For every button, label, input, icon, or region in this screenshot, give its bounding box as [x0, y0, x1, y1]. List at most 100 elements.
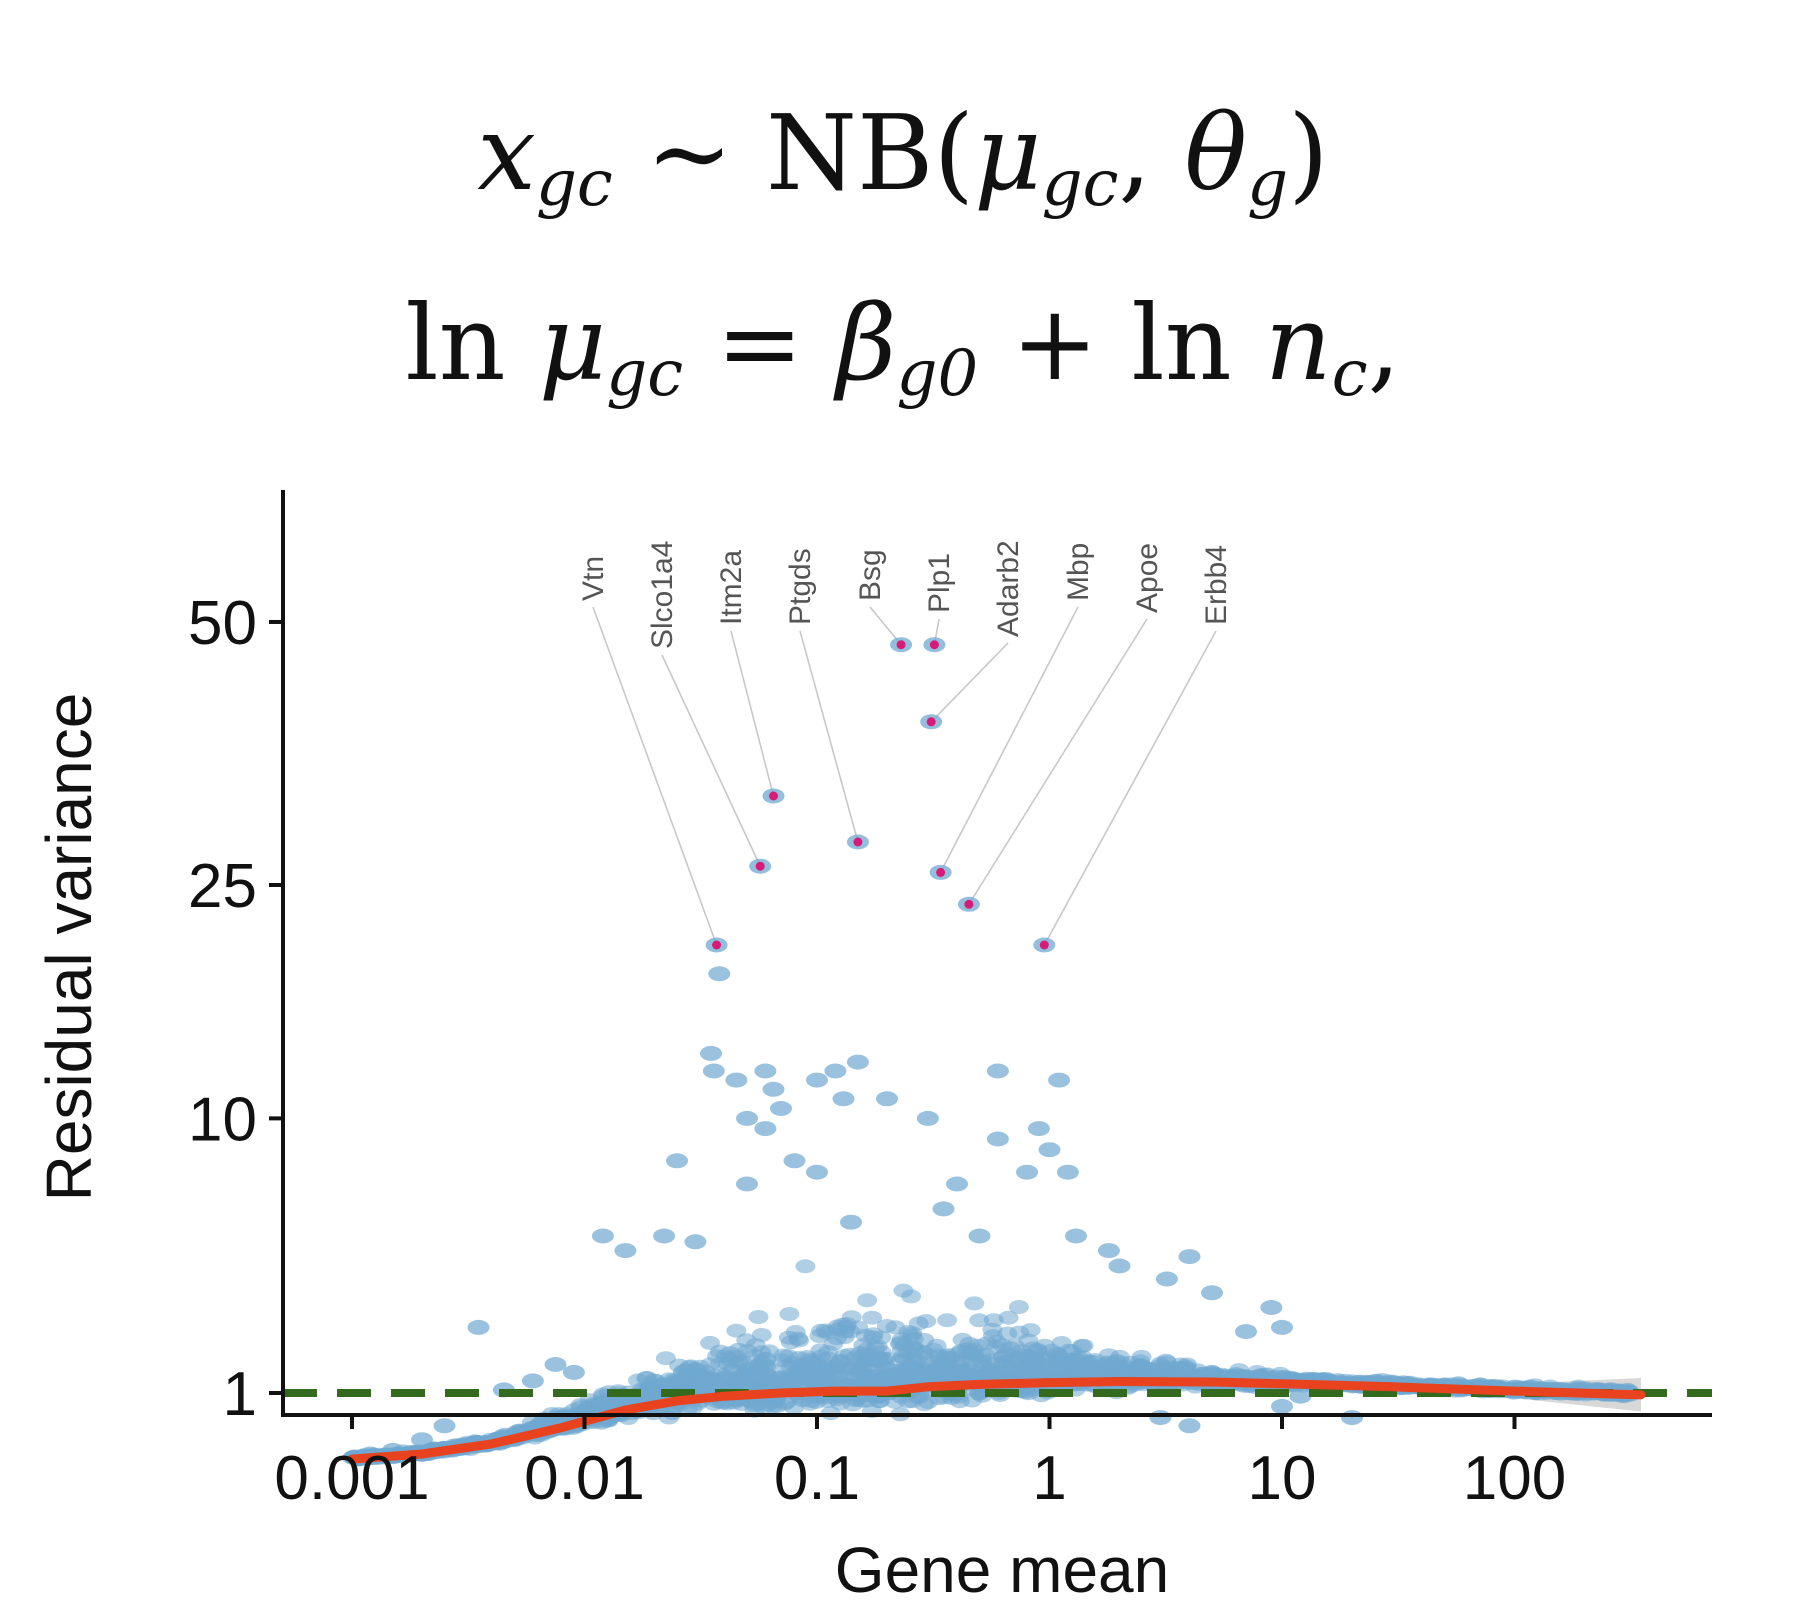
scatter-point [1045, 1349, 1066, 1364]
scatter-point-outlier [1260, 1300, 1283, 1315]
equation-operator: + ln [978, 282, 1265, 404]
x-tick-label: 100 [1463, 1444, 1566, 1513]
x-tick-label: 0.001 [274, 1444, 429, 1513]
scatter-point-outlier [916, 1110, 939, 1126]
y-axis-title: Residual variance [33, 693, 105, 1202]
scatter-point [862, 1310, 883, 1325]
scatter-point [890, 1353, 911, 1368]
scatter-point-outlier [684, 1234, 707, 1250]
scatter-point-outlier [986, 1063, 1009, 1079]
labeled-points-layer [705, 637, 1056, 953]
scatter-point [778, 1330, 799, 1345]
y-tick-label: 10 [188, 1085, 257, 1154]
scatter-point [975, 1347, 996, 1362]
x-tick-label: 10 [1248, 1444, 1317, 1513]
labeled-point [853, 837, 863, 847]
equation-subscript: gc [1041, 147, 1119, 221]
gene-label: Ptgds [784, 548, 817, 625]
scatter-point-outlier [762, 1081, 785, 1097]
scatter-point [1049, 1366, 1070, 1380]
scatter-point [857, 1293, 878, 1308]
scatter-point-outlier [946, 1176, 968, 1192]
labeled-point [755, 861, 765, 871]
scatter-point [637, 1370, 657, 1385]
scatter-point-outlier [725, 1072, 748, 1088]
scatter-point-outlier [591, 1228, 614, 1244]
scatter-point-outlier [521, 1373, 544, 1389]
equation-separator: , [1118, 92, 1185, 214]
scatter-point-outlier [986, 1131, 1009, 1147]
scatter-point-outlier [876, 1091, 898, 1107]
equation-operator: = [683, 282, 837, 404]
scatter-point [890, 1335, 911, 1350]
equation-symbol: x [477, 92, 536, 214]
scatter-point-outlier [846, 1054, 869, 1070]
scatter-point-outlier [684, 1362, 707, 1378]
leader-lines-layer [592, 606, 1217, 946]
scatter-point-outlier [754, 1063, 777, 1079]
scatter-point [893, 1283, 914, 1298]
scatter-point [1015, 1348, 1036, 1363]
scatter-point [779, 1307, 800, 1321]
scatter-point [810, 1343, 831, 1358]
scatter-point [952, 1332, 973, 1347]
scatter-point [907, 1390, 928, 1404]
scatter-point-outlier [1271, 1398, 1293, 1414]
labeled-point [712, 940, 722, 950]
scatter-point-outlier [1235, 1324, 1257, 1340]
leader-line [730, 630, 775, 797]
equation-symbol: n [1264, 282, 1332, 404]
scatter-point [748, 1310, 769, 1324]
scatter-point-outlier [1038, 1142, 1061, 1158]
leader-line [1043, 630, 1217, 946]
scatter-point [731, 1354, 752, 1369]
scatter-point [643, 1383, 664, 1398]
scatter-point-outlier [544, 1357, 567, 1372]
axes-layer: 0.001 0.01 0.1 1 10 100 1 10 25 50 [188, 490, 1712, 1513]
scatter-point [799, 1352, 820, 1367]
scatter-point [937, 1313, 958, 1328]
equation-nb-model: xgc ∼ NB(μgc, θg) [0, 92, 1806, 216]
scatter-point-outlier [653, 1228, 676, 1244]
equation-symbol: θ [1184, 92, 1248, 214]
scatter-point [808, 1365, 829, 1379]
trend-line [347, 1377, 1646, 1464]
scatter-point [768, 1371, 789, 1386]
scatter-point [751, 1328, 772, 1342]
scatter-point [964, 1296, 985, 1311]
scatter-point [842, 1397, 863, 1412]
scatter-point [877, 1367, 897, 1382]
y-tick-label: 1 [223, 1360, 257, 1429]
scatter-point-outlier [1065, 1228, 1087, 1244]
trend-line-layer [347, 1377, 1646, 1464]
equation-paren: ) [1288, 92, 1329, 214]
equation-comma: , [1367, 282, 1401, 404]
labeled-point [929, 640, 939, 650]
scatter-point-outlier [840, 1214, 862, 1230]
scatter-point [1177, 1357, 1198, 1372]
scatter-point [655, 1351, 676, 1366]
labeled-point [896, 640, 906, 650]
scatter-point-outlier [1155, 1271, 1178, 1287]
scatter-point-outlier [411, 1432, 433, 1448]
scatter-point [736, 1333, 757, 1348]
leader-line [592, 606, 718, 946]
scatter-point-outlier [1027, 1121, 1050, 1137]
scatter-point-outlier [1016, 1164, 1038, 1180]
scatter-point-outlier [783, 1153, 806, 1169]
equation-log-link: ln μgc = βg0 + ln nc, [0, 282, 1806, 406]
gene-label: Mbp [1062, 543, 1095, 601]
scatter-point-outlier [562, 1364, 585, 1380]
scatter-point [992, 1338, 1013, 1353]
scatter-point-outlier [1201, 1285, 1223, 1301]
gene-label: Erbb4 [1200, 545, 1233, 625]
equation-symbol: μ [974, 92, 1042, 214]
equation-operator: ∼ [645, 92, 733, 214]
scatter-point [791, 1366, 812, 1381]
scatter-point [591, 1398, 612, 1413]
scatter-point [1107, 1360, 1128, 1374]
gene-label: Adarb2 [992, 540, 1025, 637]
labeled-point [936, 867, 946, 877]
scatter-point-outlier [824, 1063, 847, 1079]
